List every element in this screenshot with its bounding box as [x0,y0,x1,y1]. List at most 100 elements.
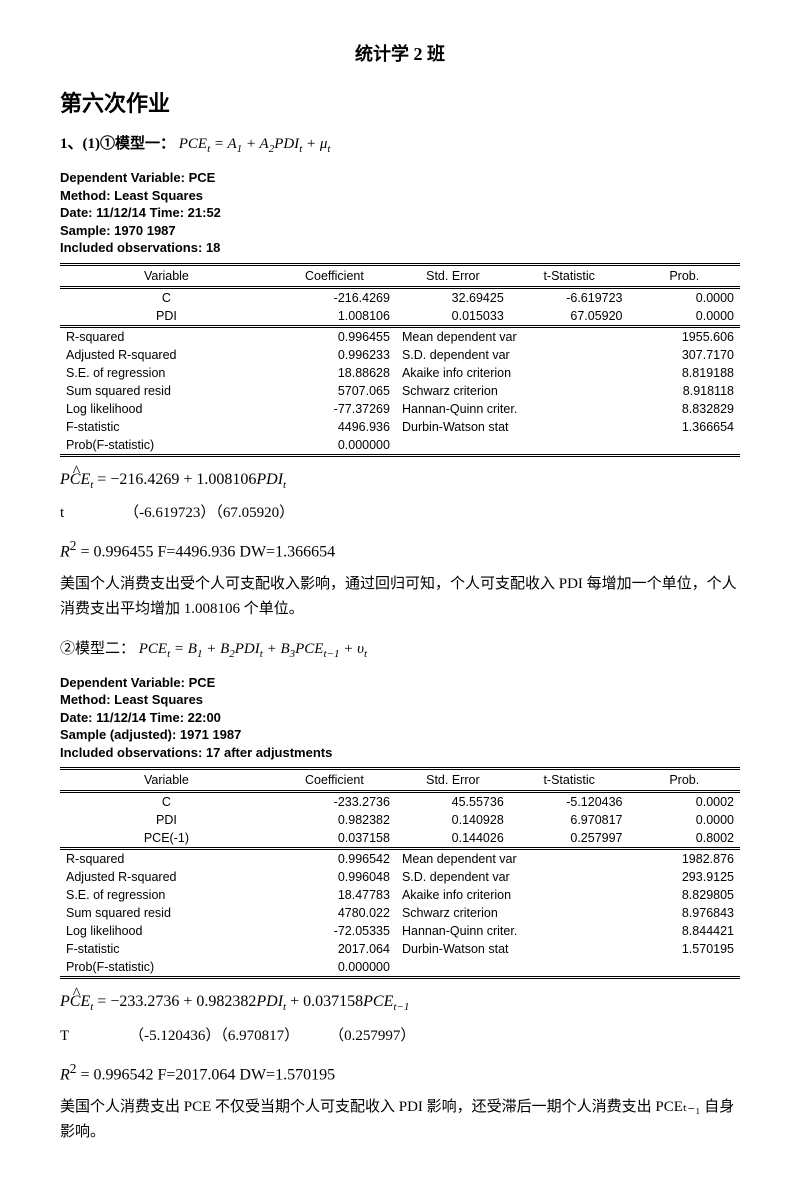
cell: 2017.064 [273,940,396,958]
meta-line: Method: Least Squares [60,691,740,709]
meta-line: Date: 11/12/14 Time: 21:52 [60,204,740,222]
interpretation-1: 美国个人消费支出受个人可支配收入影响，通过回归可知，个人可支配收入 PDI 每增… [60,572,740,623]
cell: 8.844421 [629,922,740,940]
regression-2-meta: Dependent Variable: PCE Method: Least Sq… [60,674,740,762]
meta-line: Dependent Variable: PCE [60,674,740,692]
cell: Log likelihood [60,400,273,418]
cell: -216.4269 [273,287,396,307]
cell: 5707.065 [273,382,396,400]
cell: 0.140928 [396,811,510,829]
col-tstat: t-Statistic [510,264,629,287]
meta-line: Method: Least Squares [60,187,740,205]
cell: 0.982382 [273,811,396,829]
cell: 32.69425 [396,287,510,307]
col-prob: Prob. [629,264,740,287]
cell: S.D. dependent var [396,346,629,364]
cell: Log likelihood [60,922,273,940]
cell: Schwarz criterion [396,382,629,400]
col-se: Std. Error [396,769,510,792]
cell: -77.37269 [273,400,396,418]
model-1-formula: PCEt = A1 + A2PDIt + μt [179,136,331,152]
col-se: Std. Error [396,264,510,287]
cell: Prob(F-statistic) [60,958,273,978]
cell: C [60,792,273,812]
cell: 8.976843 [629,904,740,922]
cell: Prob(F-statistic) [60,436,273,456]
meta-line: Included observations: 18 [60,239,740,257]
cell: F-statistic [60,418,273,436]
t-stats-1: t（-6.619723）（67.05920） [60,501,740,527]
regression-1-meta: Dependent Variable: PCE Method: Least Sq… [60,169,740,257]
col-coef: Coefficient [273,264,396,287]
cell: 8.819188 [629,364,740,382]
problem-2: ②模型二： PCEt = B1 + B2PDIt + B3PCEt−1 + υt [60,637,740,660]
cell: 0.144026 [396,829,510,849]
cell: -233.2736 [273,792,396,812]
cell: S.E. of regression [60,364,273,382]
cell: Adjusted R-squared [60,868,273,886]
cell: 1.570195 [629,940,740,958]
cell: 67.05920 [510,307,629,327]
cell: 4496.936 [273,418,396,436]
cell: 8.918118 [629,382,740,400]
cell: -6.619723 [510,287,629,307]
cell: 0.000000 [273,958,396,978]
cell: 1.008106 [273,307,396,327]
cell [629,436,740,456]
cell: S.E. of regression [60,886,273,904]
cell: Mean dependent var [396,326,629,346]
model-2-formula: PCEt = B1 + B2PDIt + B3PCEt−1 + υt [139,641,367,657]
cell: Durbin-Watson stat [396,418,629,436]
cell [629,958,740,978]
cell: 0.257997 [510,829,629,849]
cell: 0.996542 [273,849,396,869]
cell: 0.996233 [273,346,396,364]
cell: 293.9125 [629,868,740,886]
cell: 18.88628 [273,364,396,382]
cell: 1955.606 [629,326,740,346]
cell: 0.037158 [273,829,396,849]
regression-table-2: VariableCoefficientStd. Errort-Statistic… [60,767,740,979]
page-header: 统计学 2 班 [60,40,740,66]
meta-line: Dependent Variable: PCE [60,169,740,187]
cell: 0.8002 [629,829,740,849]
cell: PDI [60,307,273,327]
cell: PDI [60,811,273,829]
cell: -5.120436 [510,792,629,812]
cell: Sum squared resid [60,382,273,400]
cell: S.D. dependent var [396,868,629,886]
cell: 6.970817 [510,811,629,829]
t-stats-2: T（-5.120436）（6.970817）（0.257997） [60,1024,740,1050]
cell: 0.0002 [629,792,740,812]
section-title: 第六次作业 [60,86,740,118]
cell: Adjusted R-squared [60,346,273,364]
regression-table-1: VariableCoefficientStd. Errort-Statistic… [60,263,740,457]
interpretation-2: 美国个人消费支出 PCE 不仅受当期个人可支配收入 PDI 影响，还受滞后一期个… [60,1095,740,1146]
col-coef: Coefficient [273,769,396,792]
col-prob: Prob. [629,769,740,792]
problem-2-label: ②模型二： [60,641,135,657]
cell: Durbin-Watson stat [396,940,629,958]
cell: 18.47783 [273,886,396,904]
eq-text: = −216.4269 + 1.008106 [97,471,256,488]
cell: 1.366654 [629,418,740,436]
col-variable: Variable [60,769,273,792]
cell: 8.829805 [629,886,740,904]
cell: 1982.876 [629,849,740,869]
meta-line: Date: 11/12/14 Time: 22:00 [60,709,740,727]
meta-line: Sample (adjusted): 1971 1987 [60,726,740,744]
problem-1-label: 1、(1)①模型一： [60,136,175,152]
problem-1: 1、(1)①模型一： PCEt = A1 + A2PDIt + μt [60,132,740,155]
cell: 4780.022 [273,904,396,922]
cell: Akaike info criterion [396,364,629,382]
cell: R-squared [60,849,273,869]
col-tstat: t-Statistic [510,769,629,792]
cell: PCE(-1) [60,829,273,849]
cell: 45.55736 [396,792,510,812]
cell: 8.832829 [629,400,740,418]
cell: 307.7170 [629,346,740,364]
cell: -72.05335 [273,922,396,940]
col-variable: Variable [60,264,273,287]
cell: R-squared [60,326,273,346]
cell: Akaike info criterion [396,886,629,904]
